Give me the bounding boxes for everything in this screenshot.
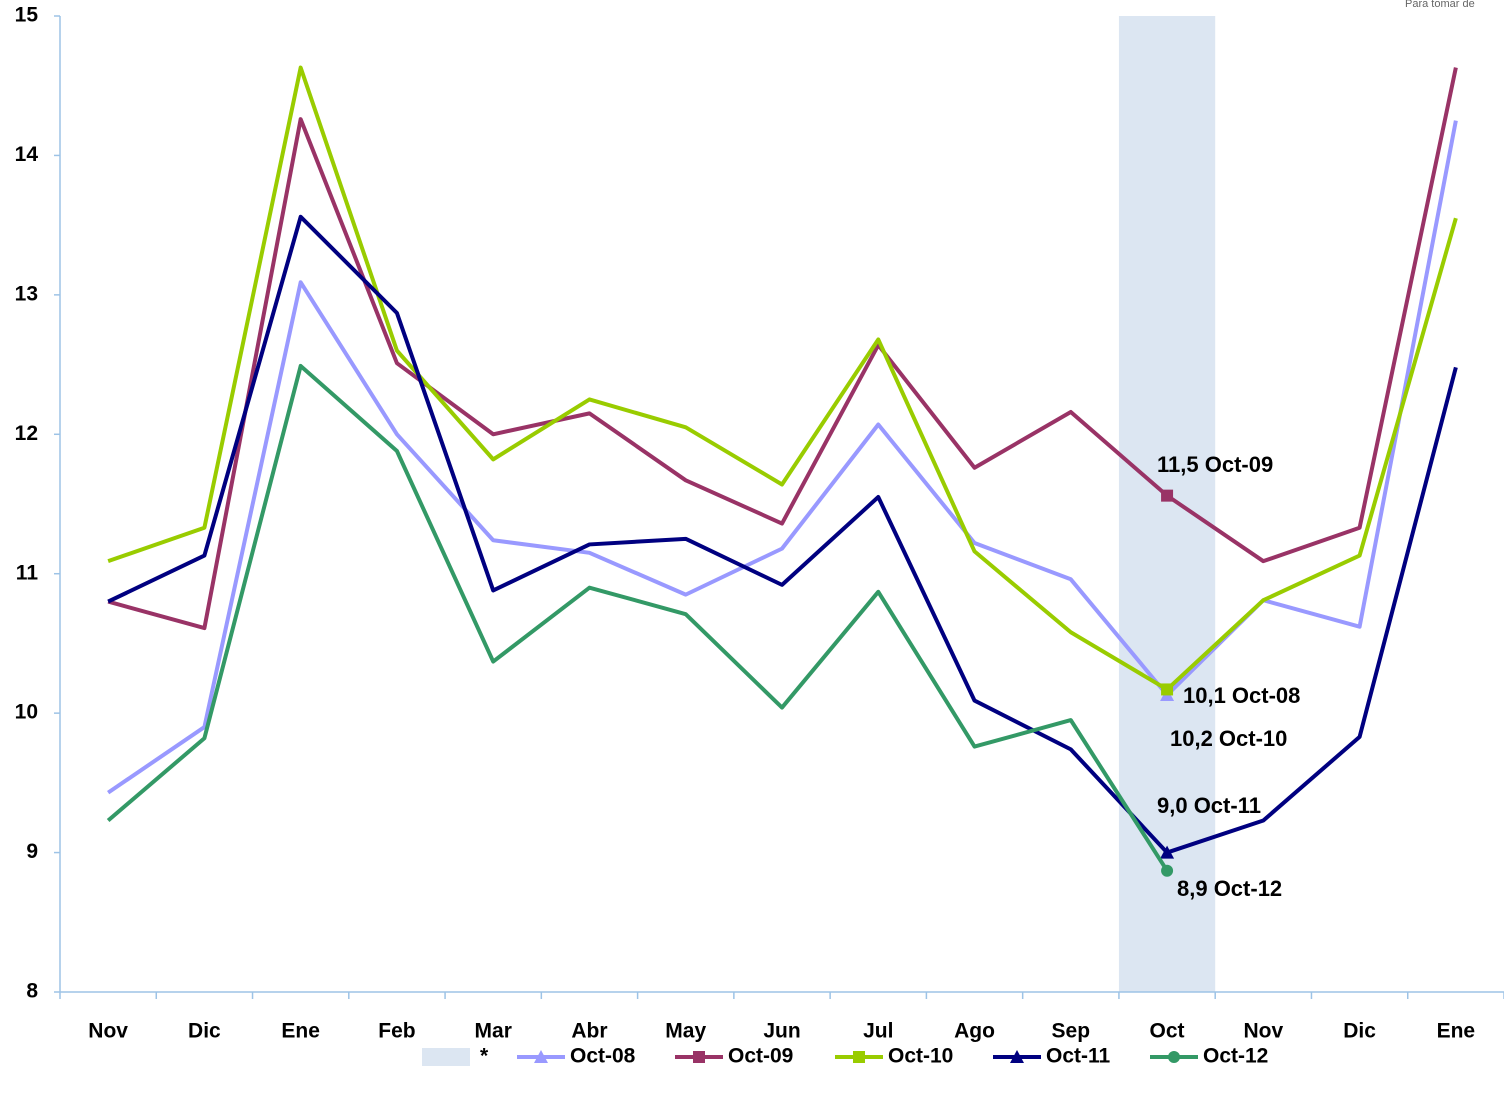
legend-label: * (480, 1045, 489, 1068)
y-tick-label: 8 (26, 980, 38, 1003)
x-tick-label: Nov (88, 1020, 128, 1043)
y-tick-label: 10 (15, 701, 38, 724)
x-tick-label: Dic (188, 1020, 221, 1043)
x-tick-label: May (665, 1020, 706, 1043)
legend-label: Oct-10 (888, 1045, 953, 1068)
legend-marker (1168, 1051, 1180, 1063)
x-tick-label: Mar (475, 1020, 512, 1043)
legend-label: Oct-11 (1046, 1045, 1111, 1068)
annotation: 11,5 Oct-09 (1157, 452, 1273, 477)
series-line (107, 67, 1458, 631)
legend-label: Oct-08 (570, 1045, 636, 1068)
legend-marker (534, 1050, 548, 1063)
annotation: 8,9 Oct-12 (1177, 876, 1282, 901)
x-tick-label: Abr (571, 1020, 607, 1043)
series-line (107, 214, 1458, 855)
x-tick-label: Ene (1437, 1020, 1476, 1043)
legend-marker (693, 1051, 705, 1063)
legend-label: Oct-09 (728, 1045, 793, 1068)
point-marker (1161, 683, 1174, 696)
note: Para tomar de (1405, 0, 1475, 10)
y-tick-label: 9 (26, 840, 38, 863)
legend-marker (853, 1051, 865, 1063)
y-tick-label: 12 (15, 422, 38, 445)
x-tick-label: Dic (1343, 1020, 1376, 1043)
y-tick-label: 13 (15, 282, 38, 305)
series-line (106, 363, 1169, 872)
x-tick-label: Feb (378, 1020, 415, 1043)
y-tick-label: 14 (15, 143, 39, 166)
x-tick-label: Jul (863, 1020, 893, 1043)
highlight-band (1118, 16, 1216, 992)
y-tick-label: 15 (15, 4, 39, 27)
legend-marker (1010, 1050, 1024, 1063)
x-tick-label: Ago (954, 1020, 995, 1043)
legend-label: Oct-12 (1203, 1045, 1268, 1068)
x-tick-label: Jun (763, 1020, 800, 1043)
point-marker (1161, 864, 1174, 877)
point-marker (1160, 845, 1175, 859)
x-tick-label: Ene (281, 1020, 320, 1043)
series-line (107, 65, 1458, 692)
x-tick-label: Oct (1150, 1020, 1185, 1043)
legend-swatch (422, 1048, 470, 1066)
annotation: 9,0 Oct-11 (1157, 793, 1261, 818)
x-tick-label: Nov (1243, 1020, 1283, 1043)
annotation: 10,2 Oct-10 (1170, 726, 1287, 751)
annotation: 10,1 Oct-08 (1183, 683, 1300, 708)
y-tick-label: 11 (16, 561, 39, 584)
x-tick-label: Sep (1052, 1020, 1091, 1043)
point-marker (1161, 489, 1174, 502)
